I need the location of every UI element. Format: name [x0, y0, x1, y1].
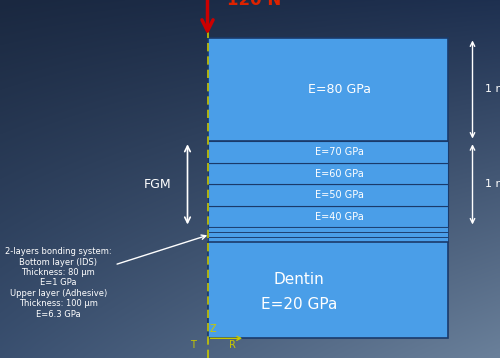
Text: E=70 GPa: E=70 GPa	[315, 147, 364, 157]
Bar	[208, 242, 448, 338]
Bar	[208, 184, 448, 206]
Text: 2-layers bonding system:
Bottom layer (IDS)
Thickness: 80 μm
E=1 GPa
Upper layer: 2-layers bonding system: Bottom layer (I…	[5, 235, 206, 319]
Text: Dentin: Dentin	[274, 272, 324, 287]
Text: E=20 GPa: E=20 GPa	[260, 297, 337, 312]
Bar	[208, 141, 448, 163]
Bar	[208, 232, 448, 237]
Text: E=60 GPa: E=60 GPa	[315, 169, 364, 179]
Text: 1 mm: 1 mm	[485, 84, 500, 95]
Bar	[208, 227, 448, 232]
Bar	[208, 38, 448, 141]
Text: 1 mm: 1 mm	[485, 179, 500, 189]
Text: E=80 GPa: E=80 GPa	[308, 83, 371, 96]
Text: Z: Z	[210, 324, 216, 334]
Text: E=50 GPa: E=50 GPa	[315, 190, 364, 200]
Bar	[208, 237, 448, 242]
Text: R: R	[229, 340, 236, 350]
Text: FGM: FGM	[144, 178, 172, 191]
Text: 120 N: 120 N	[228, 0, 282, 9]
Text: T: T	[190, 340, 196, 350]
Bar	[208, 163, 448, 184]
Text: E=40 GPa: E=40 GPa	[315, 212, 364, 222]
Bar	[208, 206, 448, 227]
